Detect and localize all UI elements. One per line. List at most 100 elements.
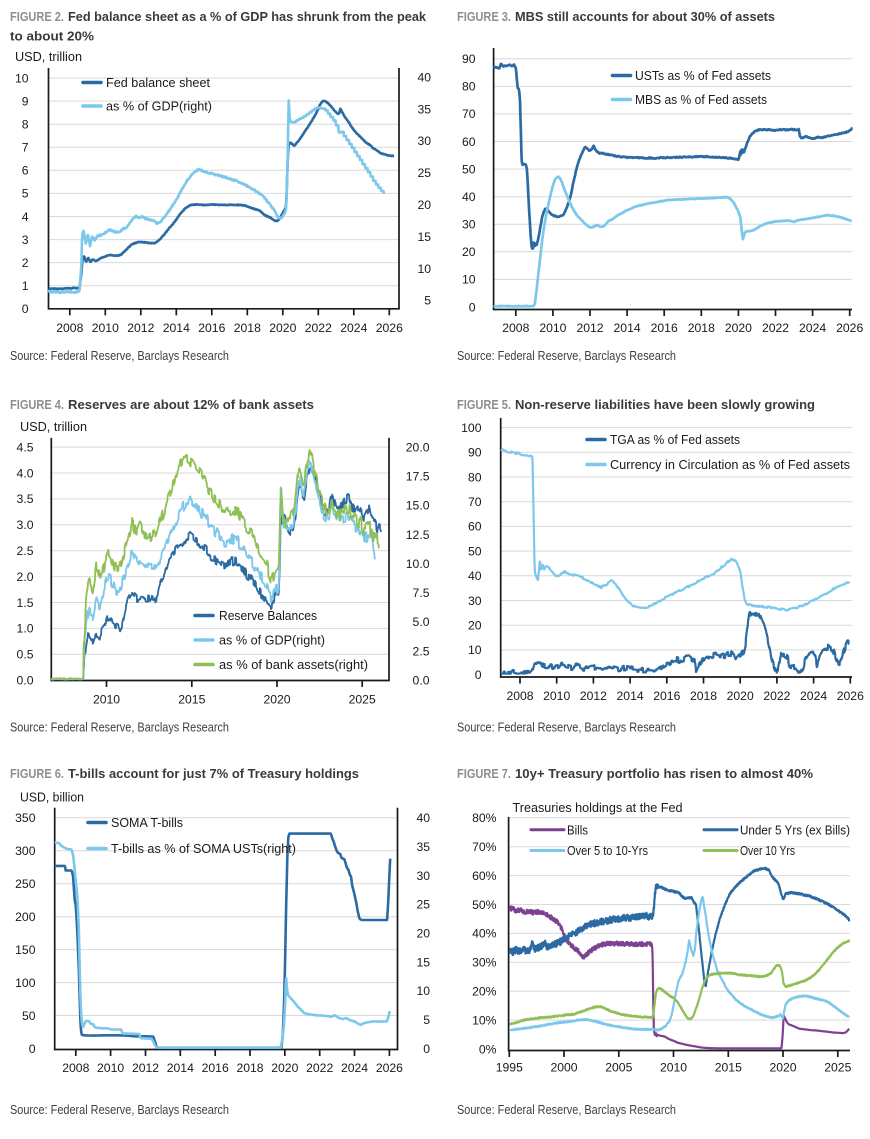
svg-text:5: 5 [424, 294, 431, 308]
svg-text:10: 10 [416, 984, 430, 998]
svg-text:3.0: 3.0 [17, 518, 34, 532]
svg-text:1995: 1995 [496, 1061, 523, 1075]
svg-text:2010: 2010 [539, 321, 566, 335]
svg-text:to about 20%: to about 20% [10, 30, 94, 44]
svg-text:Over 10 Yrs: Over 10 Yrs [740, 843, 795, 858]
svg-text:as % of GDP(right): as % of GDP(right) [106, 99, 212, 114]
svg-text:Reserves are about 12% of ban: Reserves are about 12% of bank assets [68, 398, 314, 412]
svg-text:80: 80 [468, 470, 482, 484]
svg-text:2015: 2015 [715, 1061, 742, 1075]
svg-text:2025: 2025 [349, 693, 376, 707]
svg-text:200: 200 [15, 910, 36, 924]
svg-text:30: 30 [462, 218, 476, 232]
svg-text:Fed balance sheet: Fed balance sheet [106, 75, 210, 90]
svg-text:2000: 2000 [550, 1061, 577, 1075]
svg-text:35: 35 [416, 840, 430, 854]
svg-text:2010: 2010 [660, 1061, 687, 1075]
svg-text:2014: 2014 [617, 689, 644, 703]
svg-text:2016: 2016 [651, 321, 678, 335]
svg-text:2014: 2014 [163, 321, 190, 335]
svg-text:1.5: 1.5 [17, 596, 34, 610]
svg-text:15: 15 [417, 230, 431, 244]
svg-text:Fed balance sheet as a % of GD: Fed balance sheet as a % of GDP has shru… [68, 10, 426, 24]
svg-text:Under 5 Yrs (ex Bills): Under 5 Yrs (ex Bills) [740, 822, 850, 837]
svg-text:12.5: 12.5 [406, 528, 430, 542]
svg-text:Treasuries holdings at the Fed: Treasuries holdings at the Fed [513, 800, 683, 815]
svg-text:100: 100 [15, 976, 36, 990]
svg-text:10y+ Treasury portfolio has r: 10y+ Treasury portfolio has risen to alm… [515, 767, 813, 781]
svg-text:80%: 80% [472, 811, 497, 825]
svg-text:2008: 2008 [502, 321, 529, 335]
svg-text:2010: 2010 [543, 689, 570, 703]
svg-text:2012: 2012 [127, 321, 154, 335]
svg-text:2.5: 2.5 [413, 644, 430, 658]
svg-text:2024: 2024 [799, 321, 826, 335]
svg-text:2012: 2012 [576, 321, 603, 335]
svg-text:2016: 2016 [202, 1061, 229, 1075]
svg-text:8: 8 [22, 118, 29, 132]
svg-text:2020: 2020 [727, 689, 754, 703]
svg-text:2026: 2026 [837, 689, 864, 703]
svg-text:1.0: 1.0 [17, 622, 34, 636]
svg-text:10: 10 [462, 273, 476, 287]
svg-text:10: 10 [417, 262, 431, 276]
svg-text:50: 50 [462, 162, 476, 176]
svg-text:20: 20 [416, 926, 430, 940]
svg-text:15.0: 15.0 [406, 499, 430, 513]
svg-text:FIGURE 3.: FIGURE 3. [457, 10, 511, 24]
svg-text:2024: 2024 [800, 689, 827, 703]
svg-text:2020: 2020 [725, 321, 752, 335]
svg-text:Non-reserve liabilities have b: Non-reserve liabilities have been slowly… [515, 398, 815, 412]
svg-text:2015: 2015 [178, 693, 205, 707]
svg-text:300: 300 [15, 844, 36, 858]
svg-text:Source: Federal Reserve, Barcl: Source: Federal Reserve, Barclays Resear… [10, 720, 229, 735]
svg-text:40: 40 [417, 70, 431, 84]
svg-text:2018: 2018 [236, 1061, 263, 1075]
svg-text:30%: 30% [472, 956, 497, 970]
svg-text:10.0: 10.0 [406, 557, 430, 571]
svg-text:30: 30 [417, 134, 431, 148]
svg-text:3.5: 3.5 [17, 492, 34, 506]
svg-text:1: 1 [22, 279, 29, 293]
svg-text:0: 0 [423, 1042, 430, 1056]
svg-text:2014: 2014 [167, 1061, 194, 1075]
svg-text:5: 5 [22, 187, 29, 201]
svg-text:Currency in Circulation as % o: Currency in Circulation as % of Fed asse… [610, 457, 850, 472]
svg-text:70: 70 [462, 107, 476, 121]
svg-text:0: 0 [469, 300, 476, 314]
svg-text:2018: 2018 [690, 689, 717, 703]
svg-text:FIGURE 6.: FIGURE 6. [10, 767, 64, 781]
svg-text:35: 35 [417, 102, 431, 116]
svg-text:Source: Federal Reserve, Barcl: Source: Federal Reserve, Barclays Resear… [457, 1102, 676, 1117]
svg-text:60: 60 [468, 520, 482, 534]
svg-text:as % of GDP(right): as % of GDP(right) [219, 633, 325, 648]
svg-text:20: 20 [468, 619, 482, 633]
svg-text:2008: 2008 [506, 689, 533, 703]
svg-text:40: 40 [416, 811, 430, 825]
svg-text:2.0: 2.0 [17, 570, 34, 584]
svg-text:2018: 2018 [234, 321, 261, 335]
svg-text:70: 70 [468, 495, 482, 509]
svg-text:USD, billion: USD, billion [20, 790, 84, 805]
svg-text:0.5: 0.5 [17, 648, 34, 662]
svg-text:250: 250 [15, 877, 36, 891]
svg-text:0: 0 [475, 668, 482, 682]
svg-text:0%: 0% [479, 1042, 497, 1056]
svg-text:17.5: 17.5 [406, 470, 430, 484]
svg-text:FIGURE 4.: FIGURE 4. [10, 398, 64, 412]
svg-text:25: 25 [417, 166, 431, 180]
svg-text:USD, trillion: USD, trillion [20, 419, 87, 434]
svg-text:50%: 50% [472, 898, 497, 912]
svg-text:0: 0 [29, 1042, 36, 1056]
svg-text:2020: 2020 [769, 1061, 796, 1075]
svg-text:10%: 10% [472, 1013, 497, 1027]
svg-text:0.0: 0.0 [413, 674, 430, 688]
svg-text:3: 3 [22, 233, 29, 247]
svg-text:2026: 2026 [376, 321, 403, 335]
svg-text:80: 80 [462, 80, 476, 94]
svg-text:T-bills as % of SOMA USTs(righ: T-bills as % of SOMA USTs(right) [111, 841, 296, 856]
svg-text:7: 7 [22, 141, 29, 155]
svg-text:10: 10 [15, 71, 29, 85]
svg-text:2020: 2020 [271, 1061, 298, 1075]
svg-text:40: 40 [462, 190, 476, 204]
